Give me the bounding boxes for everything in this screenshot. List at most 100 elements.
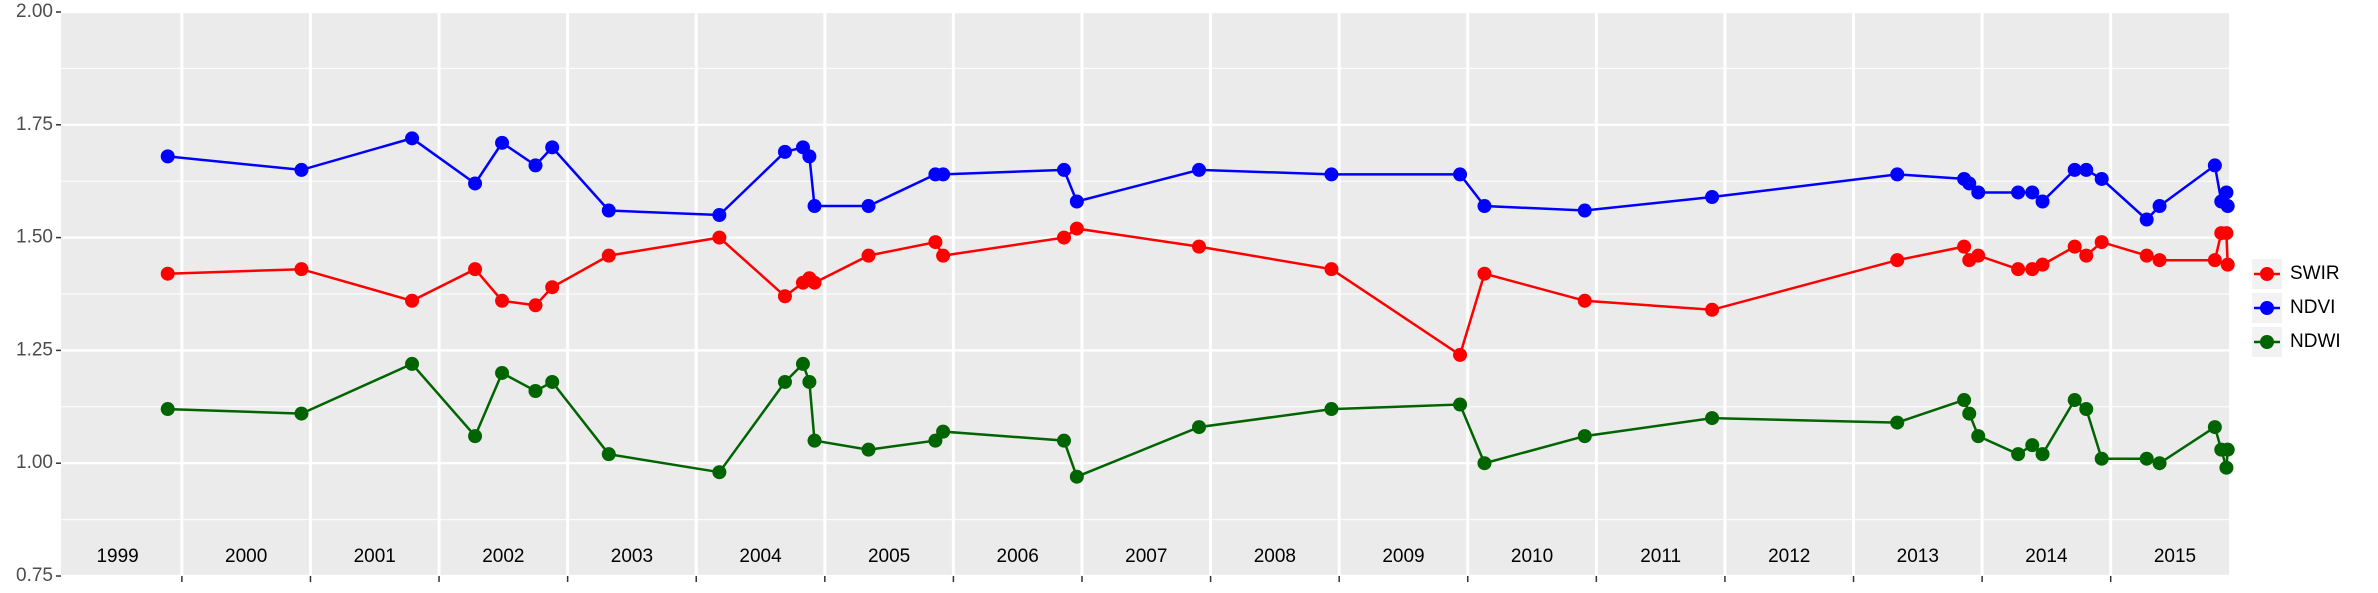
data-point [861, 199, 876, 214]
data-point [2220, 199, 2235, 214]
data-point [495, 365, 510, 380]
data-point [2025, 185, 2040, 200]
data-point [1192, 162, 1207, 177]
x-tick-label: 2004 [739, 546, 782, 567]
data-point [2094, 171, 2109, 186]
legend-label: SWIR [2290, 263, 2340, 284]
data-point [777, 374, 792, 389]
data-point [2220, 257, 2235, 272]
data-point [2094, 235, 2109, 250]
data-point [294, 406, 309, 421]
data-point [528, 384, 543, 399]
data-point [294, 262, 309, 277]
data-point [2152, 456, 2167, 471]
data-point [2067, 393, 2082, 408]
data-point [1069, 221, 1084, 236]
data-point [2152, 253, 2167, 268]
x-tick-label: 2003 [611, 546, 653, 567]
x-tick-label: 2002 [482, 546, 524, 567]
data-point [545, 140, 560, 155]
data-point [807, 199, 822, 214]
data-point [861, 248, 876, 263]
x-tick-label: 1999 [96, 546, 138, 567]
data-point [1971, 248, 1986, 263]
data-point [1324, 262, 1339, 277]
data-point [2207, 158, 2222, 173]
data-point [601, 447, 616, 462]
data-point [2079, 162, 2094, 177]
legend-label: NDWI [2290, 331, 2341, 352]
data-point [160, 402, 175, 417]
data-point [936, 424, 951, 439]
data-point [405, 293, 420, 308]
data-point [2035, 257, 2050, 272]
data-point [712, 208, 727, 223]
legend-dot [2260, 301, 2274, 315]
data-point [405, 131, 420, 146]
data-point [1477, 199, 1492, 214]
data-point [1890, 253, 1905, 268]
data-point [1056, 230, 1071, 245]
x-tick-label: 2011 [1640, 546, 1681, 567]
data-point [2152, 199, 2167, 214]
x-tick-label: 2007 [1125, 546, 1167, 567]
data-point [2139, 248, 2154, 263]
data-point [795, 356, 810, 371]
data-point [2139, 212, 2154, 227]
data-point [601, 248, 616, 263]
x-tick-label: 2014 [2025, 546, 2068, 567]
x-tick-label: 2000 [225, 546, 267, 567]
data-point [802, 149, 817, 164]
data-point [1069, 194, 1084, 209]
data-point [2025, 438, 2040, 453]
data-point [2207, 253, 2222, 268]
data-point [495, 135, 510, 150]
data-point [1056, 433, 1071, 448]
data-point [1477, 266, 1492, 281]
data-point [928, 235, 943, 250]
data-point [2011, 447, 2026, 462]
data-point [2035, 447, 2050, 462]
data-point [712, 465, 727, 480]
series-line [167, 227, 2229, 357]
data-point [1890, 415, 1905, 430]
legend-dot [2260, 335, 2274, 349]
data-point [712, 230, 727, 245]
data-point [2067, 239, 2082, 254]
data-point [468, 429, 483, 444]
data-point [1705, 411, 1720, 426]
data-point [468, 176, 483, 191]
data-point [1971, 185, 1986, 200]
data-point [1192, 420, 1207, 435]
data-point [777, 144, 792, 159]
data-point [545, 374, 560, 389]
data-point [405, 356, 420, 371]
data-point [1577, 429, 1592, 444]
data-point [1477, 456, 1492, 471]
data-point [160, 266, 175, 281]
data-point [1962, 176, 1977, 191]
data-point [1890, 167, 1905, 182]
data-point [2067, 162, 2082, 177]
data-point [601, 203, 616, 218]
x-tick-label: 2012 [1768, 546, 1810, 567]
data-point [777, 289, 792, 304]
data-point [1577, 203, 1592, 218]
data-point [2011, 262, 2026, 277]
data-point [936, 167, 951, 182]
y-tick-label: 1.50 [16, 227, 53, 248]
data-point [1577, 293, 1592, 308]
data-point [294, 162, 309, 177]
x-tick-label: 2005 [868, 546, 910, 567]
data-point [1705, 189, 1720, 204]
y-tick-label: 0.75 [16, 565, 53, 586]
data-point [528, 298, 543, 313]
y-tick-label: 1.75 [16, 114, 53, 135]
data-point [528, 158, 543, 173]
data-point [160, 149, 175, 164]
data-point [2219, 185, 2234, 200]
data-point [1453, 167, 1468, 182]
data-point [1324, 402, 1339, 417]
series-line [167, 361, 2229, 479]
